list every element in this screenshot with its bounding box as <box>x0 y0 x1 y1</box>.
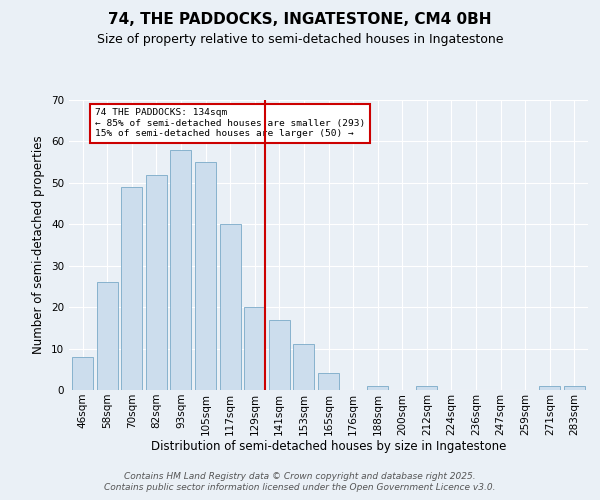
Bar <box>367 386 388 390</box>
Text: 74, THE PADDOCKS, INGATESTONE, CM4 0BH: 74, THE PADDOCKS, INGATESTONE, CM4 0BH <box>108 12 492 28</box>
Text: Size of property relative to semi-detached houses in Ingatestone: Size of property relative to semi-detach… <box>97 32 503 46</box>
X-axis label: Distribution of semi-detached houses by size in Ingatestone: Distribution of semi-detached houses by … <box>151 440 506 454</box>
Bar <box>244 307 265 390</box>
Bar <box>318 374 339 390</box>
Text: Contains public sector information licensed under the Open Government Licence v3: Contains public sector information licen… <box>104 484 496 492</box>
Bar <box>72 357 93 390</box>
Bar <box>195 162 216 390</box>
Bar <box>220 224 241 390</box>
Y-axis label: Number of semi-detached properties: Number of semi-detached properties <box>32 136 46 354</box>
Text: 74 THE PADDOCKS: 134sqm
← 85% of semi-detached houses are smaller (293)
15% of s: 74 THE PADDOCKS: 134sqm ← 85% of semi-de… <box>95 108 365 138</box>
Bar <box>121 187 142 390</box>
Text: Contains HM Land Registry data © Crown copyright and database right 2025.: Contains HM Land Registry data © Crown c… <box>124 472 476 481</box>
Bar <box>293 344 314 390</box>
Bar <box>564 386 585 390</box>
Bar <box>269 320 290 390</box>
Bar <box>97 282 118 390</box>
Bar <box>416 386 437 390</box>
Bar <box>146 174 167 390</box>
Bar <box>170 150 191 390</box>
Bar <box>539 386 560 390</box>
